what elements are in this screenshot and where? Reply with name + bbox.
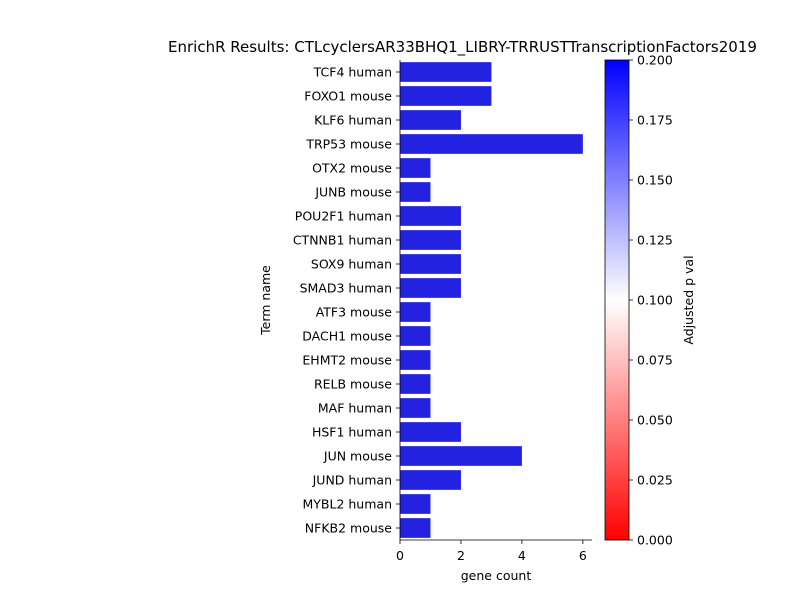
colorbar-tick-label: 0.025 [637, 473, 673, 488]
y-tick-label: MYBL2 human [303, 497, 393, 512]
chart-title: EnrichR Results: CTLcyclersAR33BHQ1_LIBR… [168, 38, 757, 57]
x-tick-label: 0 [396, 548, 404, 563]
y-tick-label: EHMT2 mouse [302, 353, 392, 368]
bar [400, 182, 431, 202]
bar [400, 470, 461, 490]
bar [400, 398, 431, 418]
colorbar-tick-label: 0.150 [637, 173, 673, 188]
colorbar: 0.000 0.025 0.050 0.075 0.100 0.125 0.150 0.175… [604, 53, 673, 548]
y-tick-label: NFKB2 mouse [305, 521, 392, 536]
x-tick-label: 4 [518, 548, 526, 563]
bar [400, 86, 492, 106]
bar [400, 206, 461, 226]
x-tick-label: 2 [457, 548, 465, 563]
x-tick-label: 6 [579, 548, 587, 563]
y-tick-label: MAF human [318, 401, 392, 416]
bar [400, 278, 461, 298]
y-tick-label: JUND human [312, 473, 392, 488]
bar [400, 518, 431, 538]
bar [400, 254, 461, 274]
colorbar-tick-label: 0.125 [637, 233, 673, 248]
y-tick-label: OTX2 mouse [312, 161, 392, 176]
bar [400, 62, 492, 82]
bar [400, 422, 461, 442]
bar [400, 446, 522, 466]
y-tick-label: JUNB mouse [314, 185, 392, 200]
y-tick-label: TRP53 mouse [305, 137, 392, 152]
y-tick-label: POU2F1 human [295, 209, 392, 224]
y-axis-label: Term name [258, 265, 273, 336]
colorbar-tick-label: 0.000 [637, 533, 673, 548]
y-tick-label: TCF4 human [313, 65, 392, 80]
y-tick-label: DACH1 mouse [302, 329, 392, 344]
bar [400, 302, 431, 322]
colorbar-tick-label: 0.075 [637, 353, 673, 368]
colorbar-tick-label: 0.200 [637, 53, 673, 68]
bar [400, 374, 431, 394]
bar [400, 230, 461, 250]
bar [400, 326, 431, 346]
y-tick-label: JUN mouse [323, 449, 392, 464]
colorbar-tick-label: 0.100 [637, 293, 673, 308]
bar [400, 494, 431, 514]
y-tick-label: SOX9 human [311, 257, 392, 272]
y-tick-label: ATF3 mouse [316, 305, 393, 320]
bar [400, 158, 431, 178]
x-axis-label: gene count [461, 568, 532, 583]
bar [400, 350, 431, 370]
y-tick-label: KLF6 human [314, 113, 392, 128]
bar [400, 110, 461, 130]
plot-area: TCF4 human FOXO1 mouse KLF6 human TRP53 mou… [293, 60, 592, 563]
y-tick-label: FOXO1 mouse [304, 89, 392, 104]
y-tick-label: SMAD3 human [300, 281, 392, 296]
colorbar-gradient [604, 59, 630, 541]
colorbar-tick-label: 0.050 [637, 413, 673, 428]
y-tick-label: RELB mouse [314, 377, 392, 392]
y-tick-label: HSF1 human [312, 425, 392, 440]
bar [400, 134, 583, 154]
y-tick-label: CTNNB1 human [293, 233, 392, 248]
colorbar-tick-label: 0.175 [637, 113, 673, 128]
colorbar-label: Adjusted p val [681, 255, 696, 344]
